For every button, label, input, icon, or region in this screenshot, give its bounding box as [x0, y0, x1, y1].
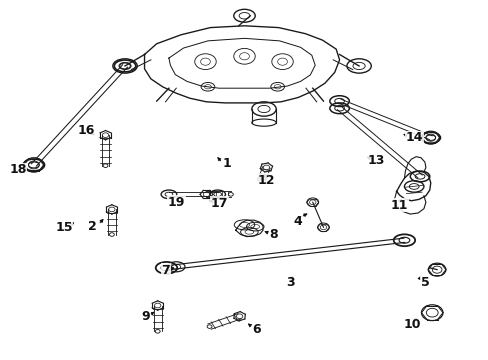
Text: 10: 10	[403, 318, 421, 331]
Text: 3: 3	[286, 276, 295, 289]
Text: 1: 1	[223, 157, 231, 170]
Text: 16: 16	[77, 124, 95, 137]
Text: 9: 9	[142, 310, 150, 324]
Text: 2: 2	[88, 220, 97, 233]
Text: 19: 19	[167, 196, 184, 209]
Text: 18: 18	[9, 163, 26, 176]
Text: 15: 15	[55, 221, 73, 234]
Text: 5: 5	[420, 276, 428, 289]
Text: 14: 14	[405, 131, 422, 144]
Text: 12: 12	[257, 174, 275, 186]
Text: 4: 4	[293, 215, 302, 228]
Text: 8: 8	[269, 228, 278, 241]
Text: 17: 17	[210, 197, 227, 210]
Text: 11: 11	[390, 199, 407, 212]
Text: 7: 7	[161, 264, 169, 277]
Text: 13: 13	[366, 154, 384, 167]
Text: 6: 6	[252, 323, 261, 336]
